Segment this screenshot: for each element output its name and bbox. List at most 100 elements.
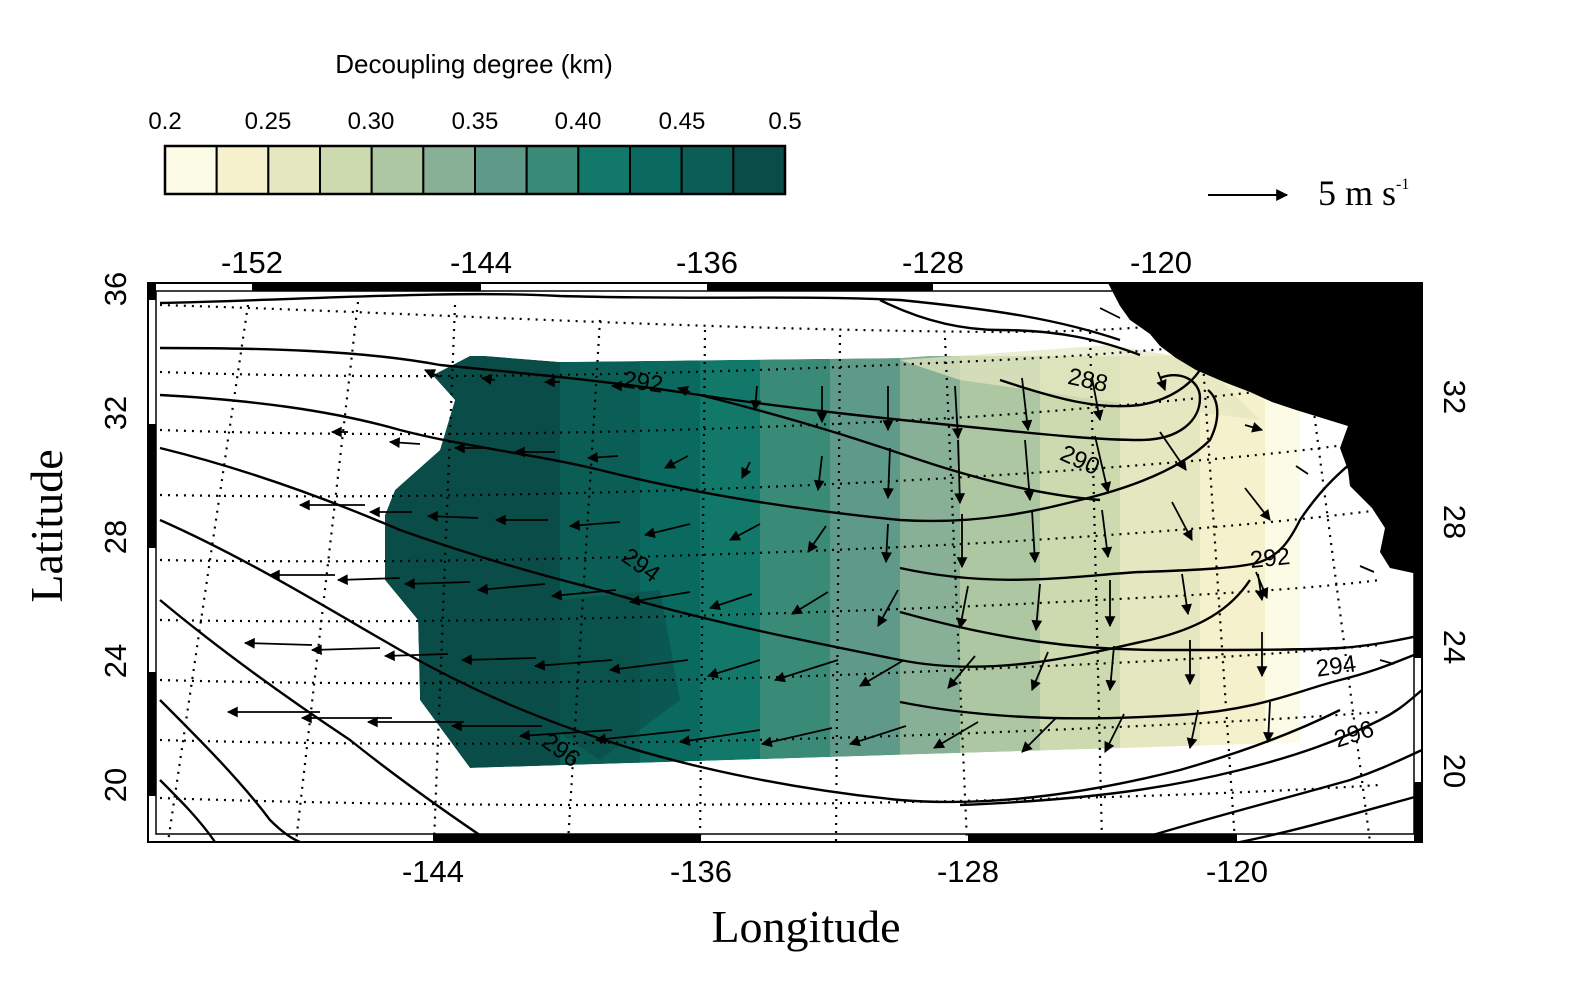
colorbar-swatch: [422, 145, 477, 195]
wind-vectors: [226, 307, 1395, 753]
longitude-line: [432, 304, 457, 842]
reference-vector-label: 5 m s-1: [1318, 173, 1409, 213]
colorbar-swatch: [474, 145, 528, 195]
left-tick-label: 28: [98, 520, 133, 554]
isotherm-line: [959, 689, 1422, 807]
isotherm-contours: [159, 292, 1422, 842]
colorbar-swatch: [319, 145, 373, 195]
right-tick-label: 28: [1437, 505, 1472, 539]
wind-vector: [773, 659, 839, 683]
wind-vector-stub: [1359, 565, 1375, 573]
wind-vector: [1263, 701, 1274, 744]
wind-vector: [1244, 422, 1264, 433]
wind-vector: [476, 583, 546, 595]
wind-vector: [954, 439, 966, 505]
colorbar-tick-label: 0.25: [245, 108, 292, 135]
wind-vector: [1030, 651, 1049, 691]
colorbar-swatch: [577, 145, 631, 195]
border-checker-top: [707, 283, 933, 291]
right-tick-label: 20: [1437, 754, 1472, 788]
map-panel: 292 288 290 294 292 294 296 296: [147, 282, 1423, 843]
isotherm-line: [159, 346, 1202, 442]
colorbar-tick-label: 0.5: [768, 108, 801, 135]
border-checker-right: [1414, 533, 1422, 658]
wind-vector: [388, 437, 421, 449]
bottom-tick-label: -144: [402, 854, 464, 889]
wind-vector-stub: [1295, 465, 1309, 475]
wind-vector: [480, 374, 496, 385]
wind-vector: [424, 369, 441, 380]
bottom-tick-label: -136: [670, 854, 732, 889]
wind-vector: [1031, 583, 1043, 632]
left-tick-labels: 36 32 28 24 20: [98, 272, 133, 802]
wind-vector: [956, 585, 969, 630]
top-tick-label: -144: [450, 245, 512, 280]
colorbar-swatch: [680, 145, 735, 195]
isotherm-line: [159, 699, 301, 842]
wind-vector: [881, 523, 892, 564]
border-checker-right: [1414, 782, 1422, 842]
shading-mask-south: [148, 742, 1422, 842]
wind-vector: [708, 593, 753, 611]
wind-vector: [813, 455, 825, 492]
isotherm-line: [879, 298, 1141, 357]
wind-vector: [1101, 509, 1113, 559]
colorbar-swatch: [732, 145, 786, 195]
wind-vector: [568, 519, 621, 531]
land-island: [1344, 428, 1410, 484]
colorbar-tick-label: 0.40: [555, 108, 602, 135]
latitude-line: [159, 508, 1381, 563]
right-tick-label: 32: [1437, 380, 1472, 414]
isotherm-line: [1239, 793, 1422, 842]
colorbar-tick-label: 0.45: [659, 108, 706, 135]
wind-vector: [403, 578, 471, 590]
top-tick-label: -128: [902, 245, 964, 280]
wind-vector: [1021, 377, 1033, 432]
isotherm-line: [699, 393, 1101, 502]
contour-label: 292: [1249, 543, 1292, 574]
wind-vector: [729, 523, 761, 541]
wind-vector: [518, 729, 613, 741]
wind-vector: [243, 637, 313, 649]
shading-mask-west: [148, 283, 470, 842]
isotherm-line: [899, 650, 1422, 720]
colorbar-tick-label: 0.35: [452, 108, 499, 135]
top-tick-label: -136: [676, 245, 738, 280]
isotherm-line: [159, 292, 1121, 342]
wind-vector: [1091, 377, 1104, 422]
y-axis-title: Latitude: [21, 449, 72, 602]
left-tick-label: 32: [98, 396, 133, 430]
wind-vector: [882, 447, 894, 500]
wind-vector: [628, 591, 691, 606]
colorbar-swatch: [215, 145, 270, 195]
colorbar-tick-label: 0.2: [148, 108, 181, 135]
border-checker-left: [148, 283, 156, 300]
contour-label: 294: [1314, 650, 1357, 682]
wind-vector: [848, 725, 907, 747]
wind-vector: [1105, 645, 1117, 692]
colorbar-swatch: [370, 145, 425, 195]
wind-vector: [1255, 573, 1266, 602]
shading-band: [960, 356, 1040, 755]
wind-vector: [678, 729, 761, 746]
border-checker-left: [148, 424, 156, 548]
isotherm-line: [999, 369, 1201, 408]
isotherm-line: [159, 599, 491, 842]
latitude-line: [159, 438, 1381, 498]
wind-vector: [952, 385, 963, 440]
wind-vector: [336, 574, 401, 586]
wind-vector: [750, 385, 762, 412]
wind-vector: [877, 589, 899, 627]
wind-vector: [586, 451, 619, 463]
shading-patch: [540, 590, 680, 760]
wind-vector: [383, 650, 449, 662]
isotherm-line: [159, 389, 1219, 523]
latitude-line: [159, 783, 1381, 807]
latitude-line: [159, 373, 1381, 436]
wind-vector-stub: [1379, 659, 1395, 665]
longitude-line: [1088, 331, 1104, 842]
wind-vector: [310, 644, 381, 656]
wind-vector: [947, 655, 976, 689]
reference-vector: 5 m s-1: [1208, 173, 1409, 213]
colorbar-swatch: [164, 145, 218, 195]
